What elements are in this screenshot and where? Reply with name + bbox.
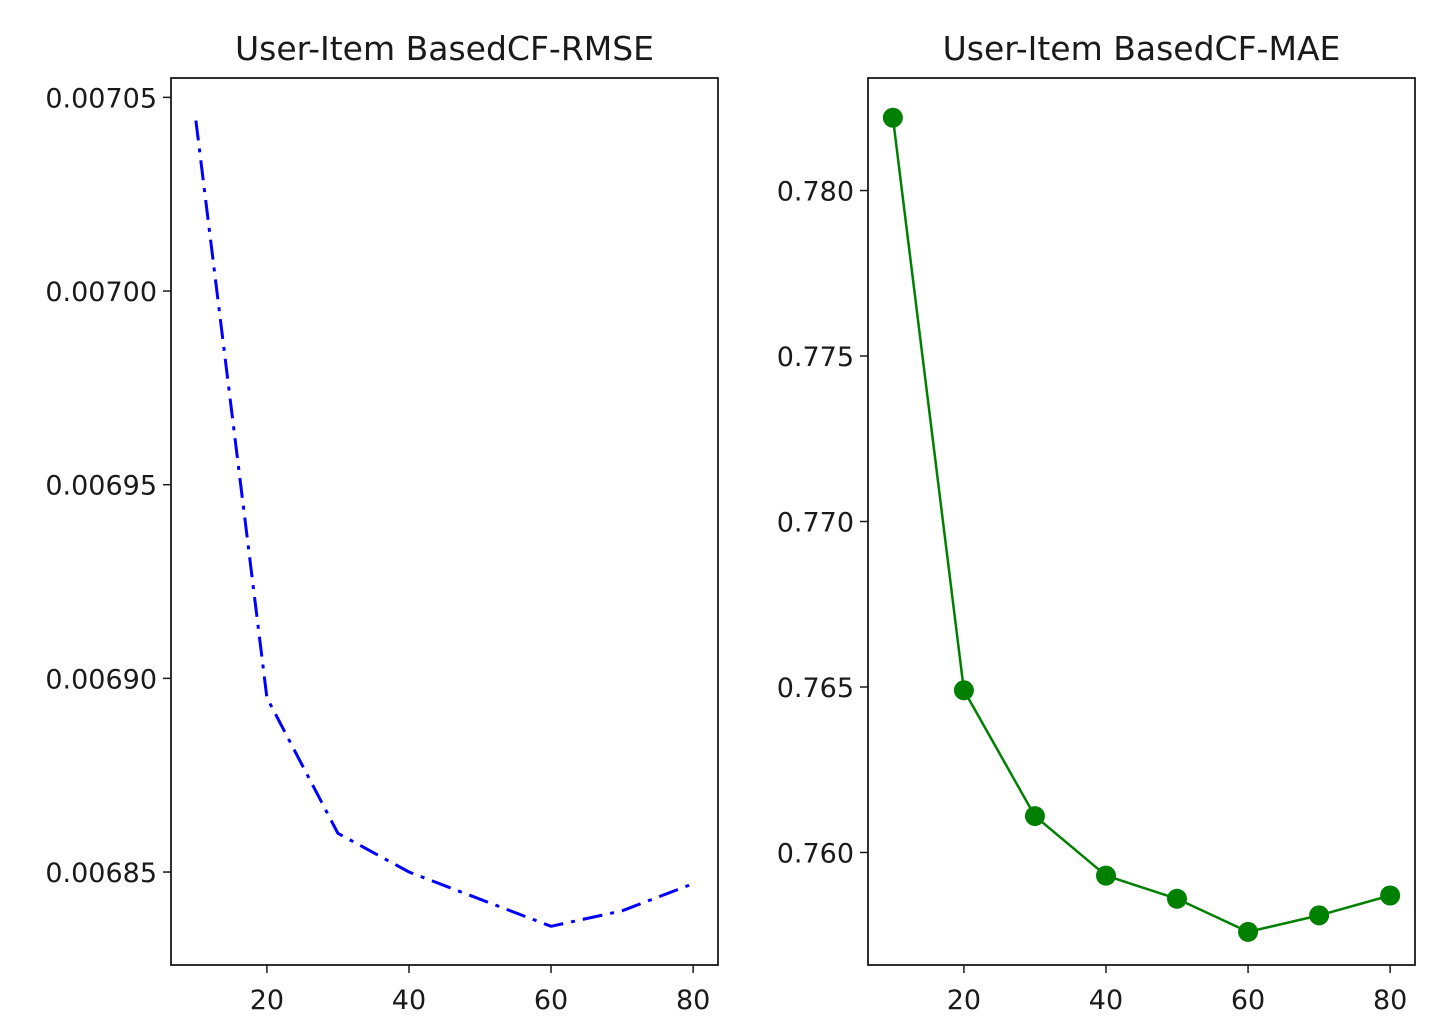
mae-chart-title: User-Item BasedCF-MAE (943, 29, 1341, 68)
mae-x-tick-label: 60 (1231, 985, 1265, 1016)
mae-y-tick-label: 0.760 (777, 838, 854, 869)
mae-data-point (1024, 806, 1045, 827)
rmse-x-tick-label: 40 (392, 985, 426, 1016)
rmse-y-tick-label: 0.00690 (45, 664, 157, 695)
mae-x-tick-label: 20 (947, 985, 981, 1016)
rmse-chart-title: User-Item BasedCF-RMSE (235, 29, 654, 68)
mae-y-tick-label: 0.765 (777, 673, 854, 704)
rmse-y-tick-label: 0.00705 (45, 83, 157, 114)
rmse-y-tick-label: 0.00695 (45, 471, 157, 502)
mae-data-point (1238, 921, 1259, 942)
mae-y-tick-label: 0.775 (777, 342, 854, 373)
rmse-x-tick-label: 80 (676, 985, 710, 1016)
rmse-plot-frame (170, 77, 719, 966)
rmse-series-line (194, 120, 694, 928)
rmse-y-tick-label: 0.00700 (45, 277, 157, 308)
rmse-x-tick-label: 60 (534, 985, 568, 1016)
mae-data-point (882, 107, 903, 128)
mae-x-tick-label: 40 (1089, 985, 1123, 1016)
rmse-x-tick-label: 20 (250, 985, 284, 1016)
mae-y-tick-label: 0.770 (777, 508, 854, 539)
mae-x-tick-label: 80 (1373, 985, 1407, 1016)
mae-data-point (1380, 885, 1401, 906)
mae-data-point (1167, 888, 1188, 909)
mae-data-point (1309, 905, 1330, 926)
mae-y-tick-label: 0.780 (777, 177, 854, 208)
mae-series-line (891, 117, 1391, 934)
mae-data-point (1095, 865, 1116, 886)
rmse-chart: User-Item BasedCF-RMSE 20 40 60 80 0.00685 0.0… (45, 29, 719, 1016)
rmse-y-tick-label: 0.00685 (45, 858, 157, 889)
mae-chart: User-Item BasedCF-MAE 20 40 60 80 0.760 0.765 0… (777, 29, 1416, 1016)
mae-data-point (953, 680, 974, 701)
